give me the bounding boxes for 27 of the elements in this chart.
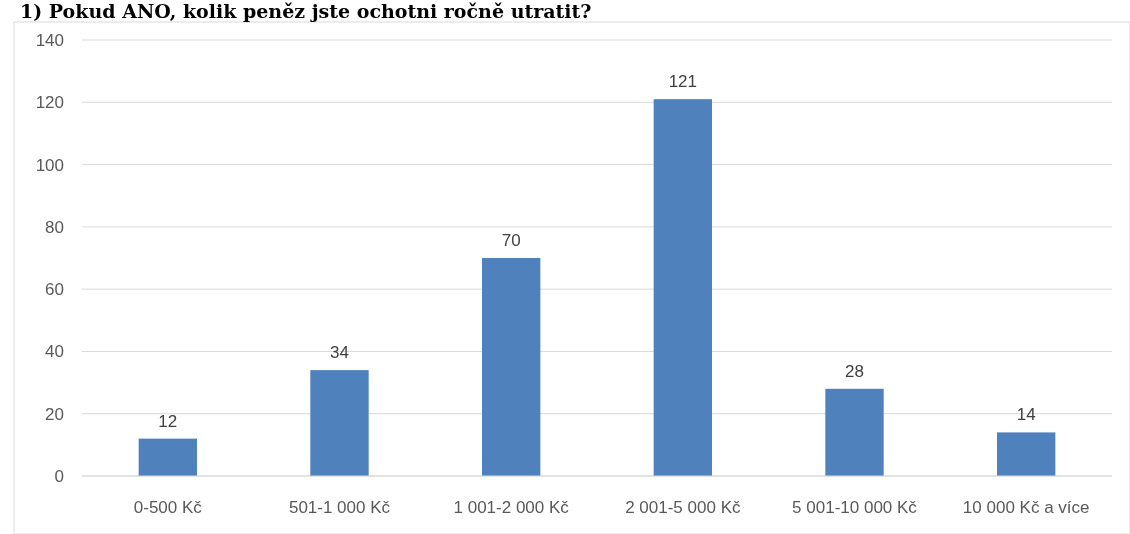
x-tick-label: 5 001-10 000 Kč [792,498,918,517]
bar [825,388,884,476]
data-label: 121 [668,72,698,92]
data-label: 12 [158,411,178,431]
y-tick-label: 80 [45,217,64,237]
x-tick-label: 10 000 Kč a více [962,498,1090,517]
data-label: 28 [845,361,864,381]
x-tick-label: 0-500 Kč [133,498,203,517]
y-tick-label: 100 [35,155,64,175]
y-tick-label: 40 [45,342,64,362]
bar [310,370,369,476]
y-tick-label: 0 [54,467,64,486]
bar [653,99,713,476]
bar [138,438,198,476]
x-tick-label: 2 001-5 000 Kč [625,498,741,517]
y-tick-label: 140 [35,31,64,50]
chart-title: 1) Pokud ANO, kolik peněz jste ochotni ročně utratit? [20,0,592,22]
x-tick-label: 501-1 000 Kč [288,498,391,517]
data-label: 70 [501,231,521,250]
bar [481,258,541,476]
bar [996,432,1056,476]
data-label: 34 [330,343,349,363]
y-tick-label: 60 [45,280,64,300]
data-label: 14 [1016,405,1036,425]
y-tick-label: 120 [35,93,64,113]
y-tick-label: 20 [45,404,64,424]
x-tick-label: 1 001-2 000 Kč [453,498,570,517]
